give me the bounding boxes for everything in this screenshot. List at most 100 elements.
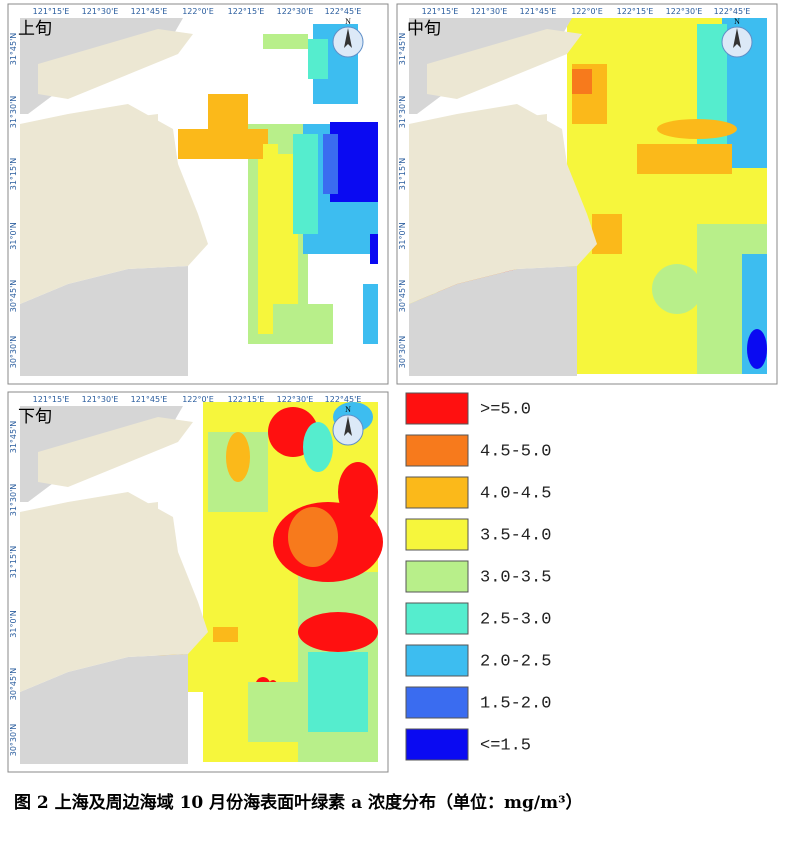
latitude-label: 30°30'N — [9, 336, 18, 369]
concentration-area — [298, 612, 378, 652]
longitude-label: 122°30'E — [666, 7, 703, 16]
longitude-label: 121°15'E — [33, 395, 70, 404]
map-panel: N 中旬 121°15'E 121°30'E 121°45'E 122°0'E 122°15… — [396, 3, 778, 385]
land-south — [20, 266, 188, 376]
concentration-area — [572, 69, 592, 94]
concentration-area — [308, 652, 368, 732]
latitude-label: 30°45'N — [9, 668, 18, 701]
chongming-island — [427, 29, 582, 99]
compass-needle — [344, 28, 352, 48]
legend-label: 2.5-3.0 — [480, 610, 551, 629]
panel-label: 下旬 — [18, 407, 52, 427]
shanghai-land — [20, 104, 208, 304]
concentration-area — [747, 329, 767, 369]
longitude-label: 121°45'E — [131, 7, 168, 16]
latitude-label: 31°30'N — [398, 96, 407, 129]
latitude-label: 31°45'N — [398, 33, 407, 66]
legend-swatch — [405, 686, 469, 719]
concentration-area — [637, 144, 732, 174]
longitude-label: 121°15'E — [33, 7, 70, 16]
legend-label: 1.5-2.0 — [480, 694, 551, 713]
chongming-island — [38, 29, 193, 99]
legend-swatch — [405, 518, 469, 551]
latitude-label: 31°15'N — [398, 158, 407, 191]
longitude-label: 121°30'E — [471, 7, 508, 16]
legend-swatch — [405, 602, 469, 635]
caption: 图 2 上海及周边海域 10 月份海表面叶绿素 a 浓度分布（单位：mg/m³） — [14, 792, 583, 813]
map-panel: N 上旬 121°15'E 121°30'E 121°45'E 122°0'E 122°15… — [7, 3, 389, 385]
longitude-label: 122°45'E — [714, 7, 751, 16]
concentration-area — [607, 304, 627, 364]
longitude-label: 122°15'E — [228, 395, 265, 404]
longitude-label: 122°45'E — [325, 7, 362, 16]
longitude-label: 122°0'E — [182, 395, 214, 404]
chongming-island — [38, 417, 193, 487]
concentration-area — [652, 264, 702, 314]
latitude-label: 30°45'N — [398, 280, 407, 313]
shanghai-land — [20, 492, 208, 692]
longitude-label: 121°30'E — [82, 395, 119, 404]
concentration-area — [323, 134, 338, 194]
land-south — [20, 654, 188, 764]
concentration-area — [338, 462, 378, 522]
longitude-label: 122°0'E — [571, 7, 603, 16]
longitude-label: 122°15'E — [228, 7, 265, 16]
concentration-area — [208, 94, 248, 134]
legend-label: <=1.5 — [480, 736, 531, 755]
latitude-label: 31°15'N — [9, 158, 18, 191]
latitude-label: 30°30'N — [398, 336, 407, 369]
legend-label: 3.5-4.0 — [480, 526, 551, 545]
concentration-area — [308, 39, 328, 79]
concentration-area — [370, 234, 378, 264]
concentration-area — [226, 432, 250, 482]
latitude-label: 31°30'N — [9, 484, 18, 517]
longitude-label: 122°30'E — [277, 7, 314, 16]
latitude-label: 31°15'N — [9, 546, 18, 579]
longitude-label: 121°15'E — [422, 7, 459, 16]
legend-label: 4.0-4.5 — [480, 484, 551, 503]
legend-swatch — [405, 392, 469, 425]
legend-swatch — [405, 560, 469, 593]
latitude-label: 30°30'N — [9, 724, 18, 757]
longitude-label: 121°45'E — [131, 395, 168, 404]
longitude-label: 121°30'E — [82, 7, 119, 16]
concentration-area — [592, 214, 622, 254]
latitude-label: 31°45'N — [9, 33, 18, 66]
legend-swatch — [405, 434, 469, 467]
latitude-label: 31°30'N — [9, 96, 18, 129]
legend-label: 4.5-5.0 — [480, 442, 551, 461]
longitude-label: 121°45'E — [520, 7, 557, 16]
latitude-label: 31°0'N — [398, 222, 407, 249]
longitude-label: 122°45'E — [325, 395, 362, 404]
concentration-area — [278, 324, 318, 344]
legend-label: 2.0-2.5 — [480, 652, 551, 671]
concentration-area — [288, 507, 338, 567]
map-panel: N 下旬 121°15'E 121°30'E 121°45'E 122°0'E 122°15… — [7, 391, 389, 773]
compass-needle — [733, 28, 741, 48]
legend-swatch — [405, 728, 469, 761]
concentration-area — [263, 34, 308, 49]
concentration-area — [657, 119, 737, 139]
land-south — [409, 266, 577, 376]
latitude-label: 30°45'N — [9, 280, 18, 313]
concentration-area — [303, 422, 333, 472]
concentration-area — [363, 284, 378, 344]
longitude-label: 122°15'E — [617, 7, 654, 16]
panel-label: 中旬 — [407, 19, 441, 39]
legend-label: >=5.0 — [480, 400, 531, 419]
legend-swatch — [405, 476, 469, 509]
longitude-label: 122°0'E — [182, 7, 214, 16]
north-label: N — [734, 17, 740, 26]
concentration-area — [213, 627, 238, 642]
concentration-area — [293, 134, 318, 234]
latitude-label: 31°45'N — [9, 421, 18, 454]
compass-needle — [344, 416, 352, 436]
concentration-area — [263, 144, 278, 204]
latitude-label: 31°0'N — [9, 222, 18, 249]
north-label: N — [345, 405, 351, 414]
changxing-island — [118, 502, 158, 520]
changxing-island — [118, 114, 158, 132]
shanghai-land — [409, 104, 597, 304]
longitude-label: 122°30'E — [277, 395, 314, 404]
